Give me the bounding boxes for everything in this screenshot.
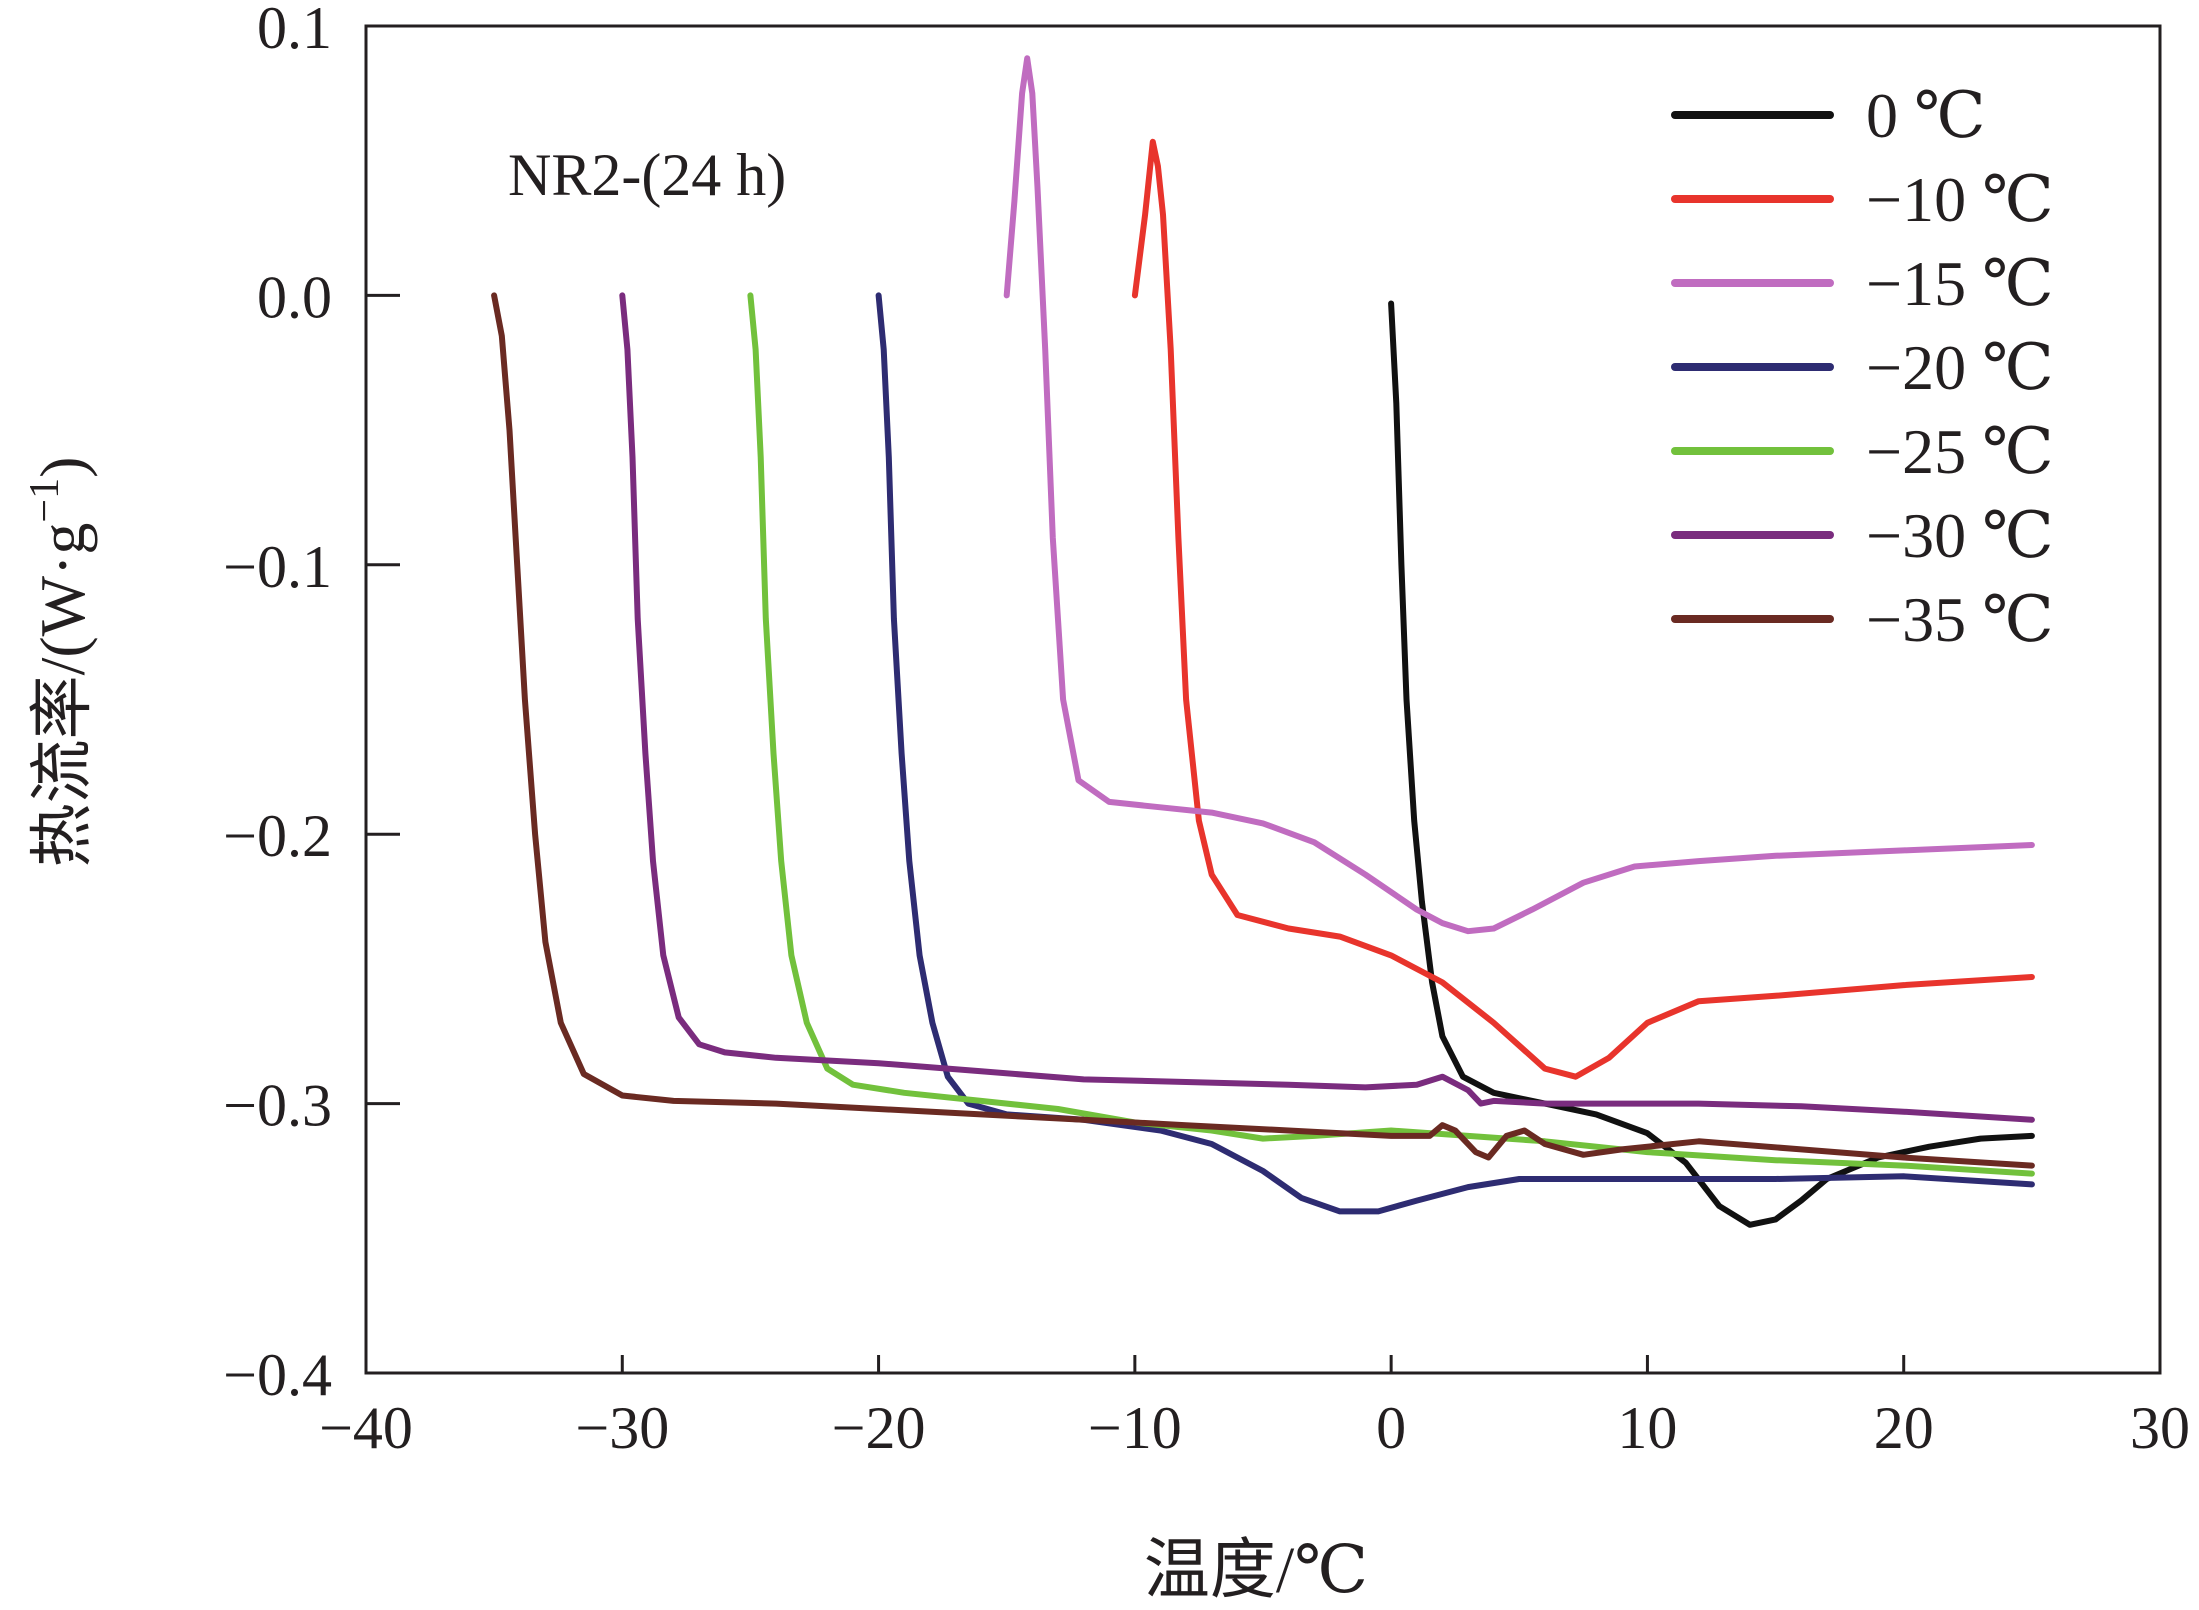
y-tick-label: −0.4 [223,1342,332,1408]
legend-label: −25 ℃ [1866,416,2054,487]
y-axis-label-close: ) [27,457,98,478]
axis-layer: −40 −30 −20 −10 0 10 20 30 −0.4 −0.3 −0.2 −0.1 0.0 0.… [223,0,2190,1461]
y-axis-label: 热流率/(W·g−1) [22,457,98,868]
x-tick-label: 0 [1376,1395,1406,1461]
x-tick-label: −40 [319,1395,413,1461]
y-axis-label-main: 热流率/(W·g [27,523,98,868]
y-axis-label-superscript: −1 [22,478,68,523]
series-line [1131,138,2035,1080]
plot-frame [364,24,2162,1375]
chart-annotation: NR2-(24 h) [508,142,786,208]
legend-label: 0 ℃ [1866,80,1986,151]
y-tick-label: 0.1 [257,0,332,61]
x-tick-label: −10 [1088,1395,1182,1461]
x-tick-label: −20 [832,1395,926,1461]
x-tick-label: 20 [1874,1395,1934,1461]
x-tick-label: −30 [575,1395,669,1461]
x-axis-label: 温度/℃ [1144,1534,1368,1607]
y-tick-label: −0.1 [223,534,332,600]
series-layer [491,55,2035,1228]
legend-label: −35 ℃ [1866,584,2054,655]
series-line [1003,55,2035,935]
legend-label: −15 ℃ [1866,248,2054,319]
x-tick-label: 10 [1617,1395,1677,1461]
series-line [875,292,2035,1215]
series-line [747,292,2035,1177]
legend-label: −10 ℃ [1866,164,2054,235]
y-tick-label: 0.0 [257,264,332,330]
x-tick-label: 30 [2130,1395,2190,1461]
legend-label: −20 ℃ [1866,332,2054,403]
series-line [491,292,2035,1169]
y-tick-label: −0.2 [223,803,332,869]
series-line [619,292,2035,1123]
series-line [1388,300,2035,1228]
legend: 0 ℃ −10 ℃ −15 ℃ −20 ℃ −25 ℃ −30 ℃ −35 ℃ [1671,80,2054,655]
legend-label: −30 ℃ [1866,500,2054,571]
y-tick-label: −0.3 [223,1073,332,1139]
